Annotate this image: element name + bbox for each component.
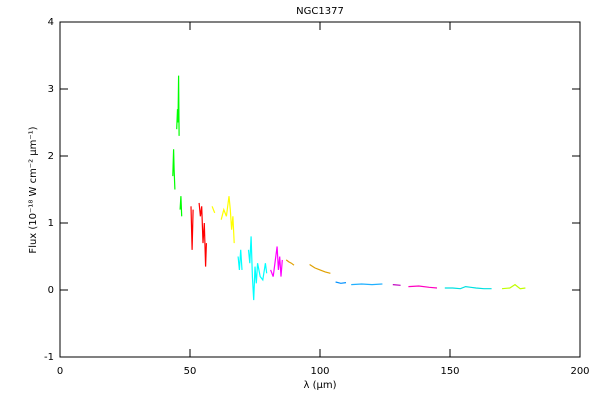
y-tick-label: 0 — [48, 285, 54, 296]
x-tick-label: 150 — [440, 366, 459, 377]
spectrum-line — [444, 285, 492, 290]
x-tick-label: 0 — [57, 366, 63, 377]
y-tick-label: 3 — [48, 84, 54, 95]
spectrum-line — [285, 259, 331, 274]
spectrum-line — [408, 285, 438, 289]
spectrum-line — [237, 236, 268, 301]
spectrum-line — [270, 246, 283, 277]
chart-title: NGC1377 — [296, 6, 344, 17]
y-tick-label: 2 — [48, 151, 54, 162]
y-tick-label: 1 — [48, 218, 54, 229]
x-tick-label: 50 — [184, 366, 197, 377]
spectrum-line — [501, 283, 526, 290]
spectrum-line — [211, 196, 235, 244]
plot-frame — [59, 21, 581, 358]
spectrum-line — [172, 75, 183, 217]
spectrum-line — [351, 283, 383, 286]
x-tick-label: 100 — [310, 366, 329, 377]
x-axis-label: λ (μm) — [303, 380, 336, 391]
spectrum-line — [392, 284, 401, 286]
x-tick-label: 200 — [570, 366, 589, 377]
spectrum-line — [335, 281, 347, 284]
y-axis-label: Flux (10⁻¹⁸ W cm⁻² μm⁻¹) — [28, 126, 39, 253]
y-tick-label: -1 — [44, 352, 54, 363]
y-tick-label: 4 — [48, 17, 54, 28]
spectrum-line — [190, 202, 207, 267]
